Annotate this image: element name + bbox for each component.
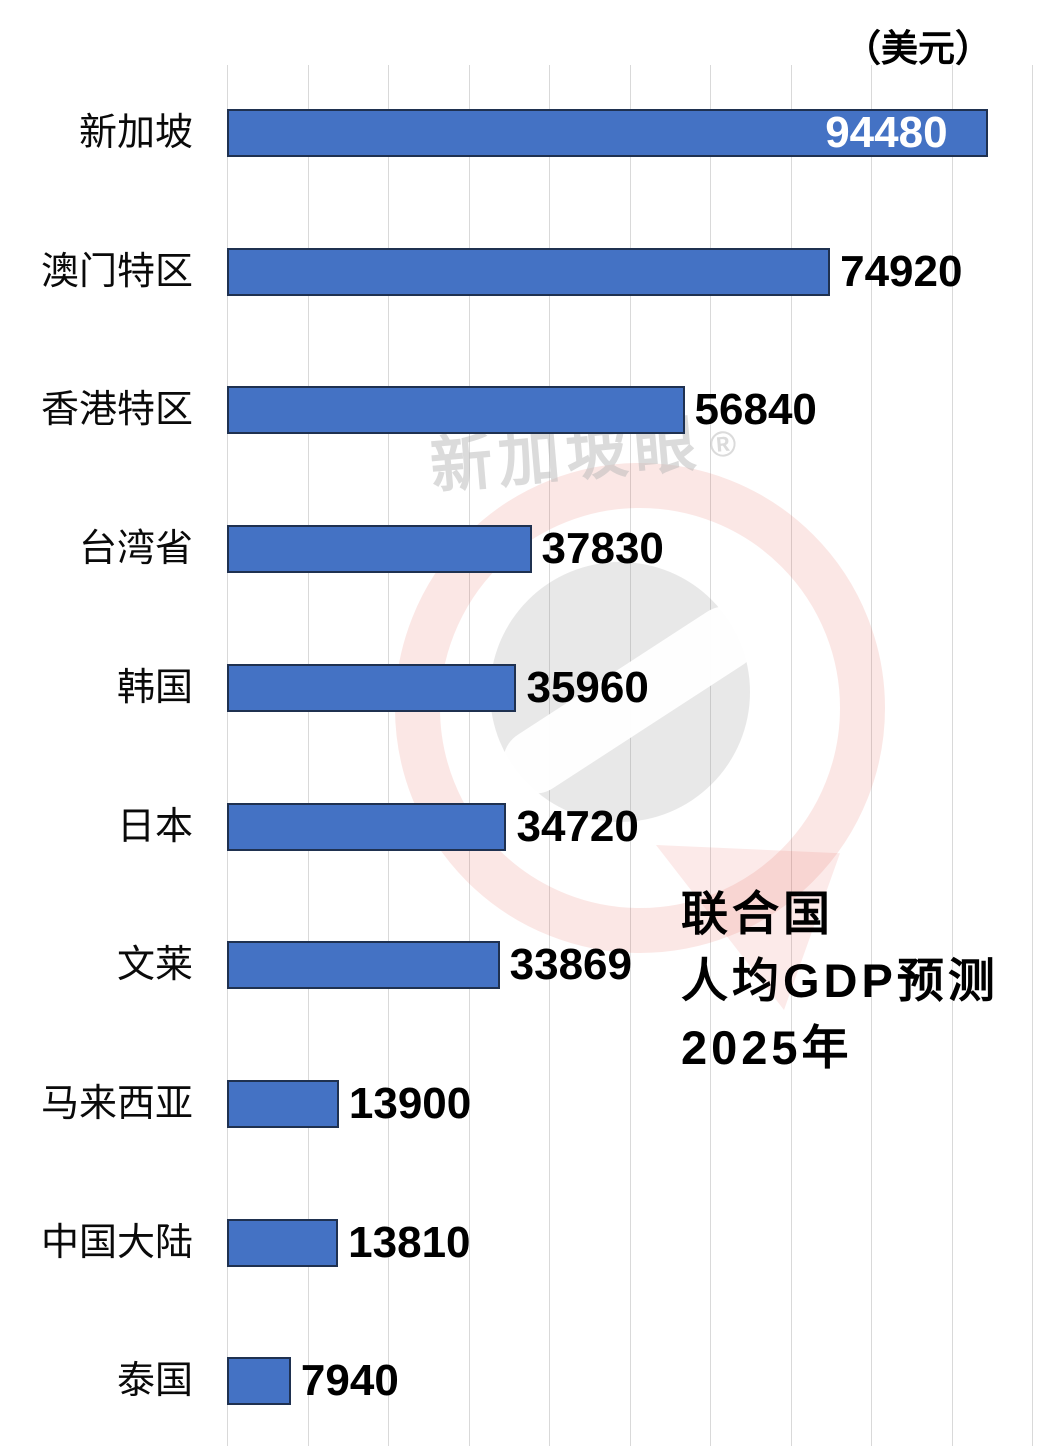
bar-9 — [227, 1357, 291, 1406]
gridline — [1032, 65, 1033, 1446]
gridline — [468, 65, 470, 1446]
category-label: 韩国 — [116, 666, 193, 709]
bar-0 — [227, 109, 988, 157]
value-label: 56840 — [694, 385, 817, 435]
category-label: 台湾省 — [78, 528, 193, 571]
category-label: 新加坡 — [78, 112, 193, 154]
value-label: 7940 — [300, 1356, 399, 1406]
value-label: 13810 — [348, 1217, 471, 1267]
category-label: 香港特区 — [40, 389, 193, 432]
bar-8 — [227, 1218, 339, 1267]
value-label: 13900 — [348, 1078, 472, 1128]
chart-title-line-2: 人均GDP预测 — [681, 954, 999, 1007]
gridline — [951, 65, 953, 1446]
value-label: 34720 — [516, 801, 639, 851]
gridline — [871, 65, 872, 1446]
category-label: 泰国 — [116, 1360, 193, 1403]
chart-title: 联合国 人均GDP预测 2025年 — [681, 880, 999, 1081]
bar-1 — [227, 247, 831, 296]
value-label: 33869 — [509, 940, 632, 990]
category-label: 日本 — [116, 805, 193, 848]
category-label: 中国大陆 — [40, 1221, 193, 1264]
gridline — [790, 65, 792, 1446]
unit-label: （美元） — [844, 28, 992, 69]
value-label: 74920 — [840, 246, 963, 296]
chart-title-line-3: 2025年 — [681, 1021, 853, 1074]
category-label: 文莱 — [116, 944, 193, 987]
gridline — [227, 65, 228, 1446]
bar-2 — [227, 386, 685, 435]
category-label: 澳门特区 — [40, 250, 193, 293]
gridline — [388, 65, 389, 1446]
gridline — [307, 65, 309, 1446]
value-label: 94480 — [825, 108, 948, 157]
bar-7 — [227, 1079, 339, 1128]
bar-4 — [227, 663, 517, 712]
bar-6 — [227, 941, 500, 990]
category-label: 马来西亚 — [40, 1082, 193, 1125]
bar-5 — [227, 802, 507, 851]
chart-title-line-1: 联合国 — [681, 887, 834, 940]
bar-3 — [227, 525, 532, 574]
value-label: 35960 — [526, 662, 649, 712]
value-label: 37830 — [541, 524, 664, 574]
